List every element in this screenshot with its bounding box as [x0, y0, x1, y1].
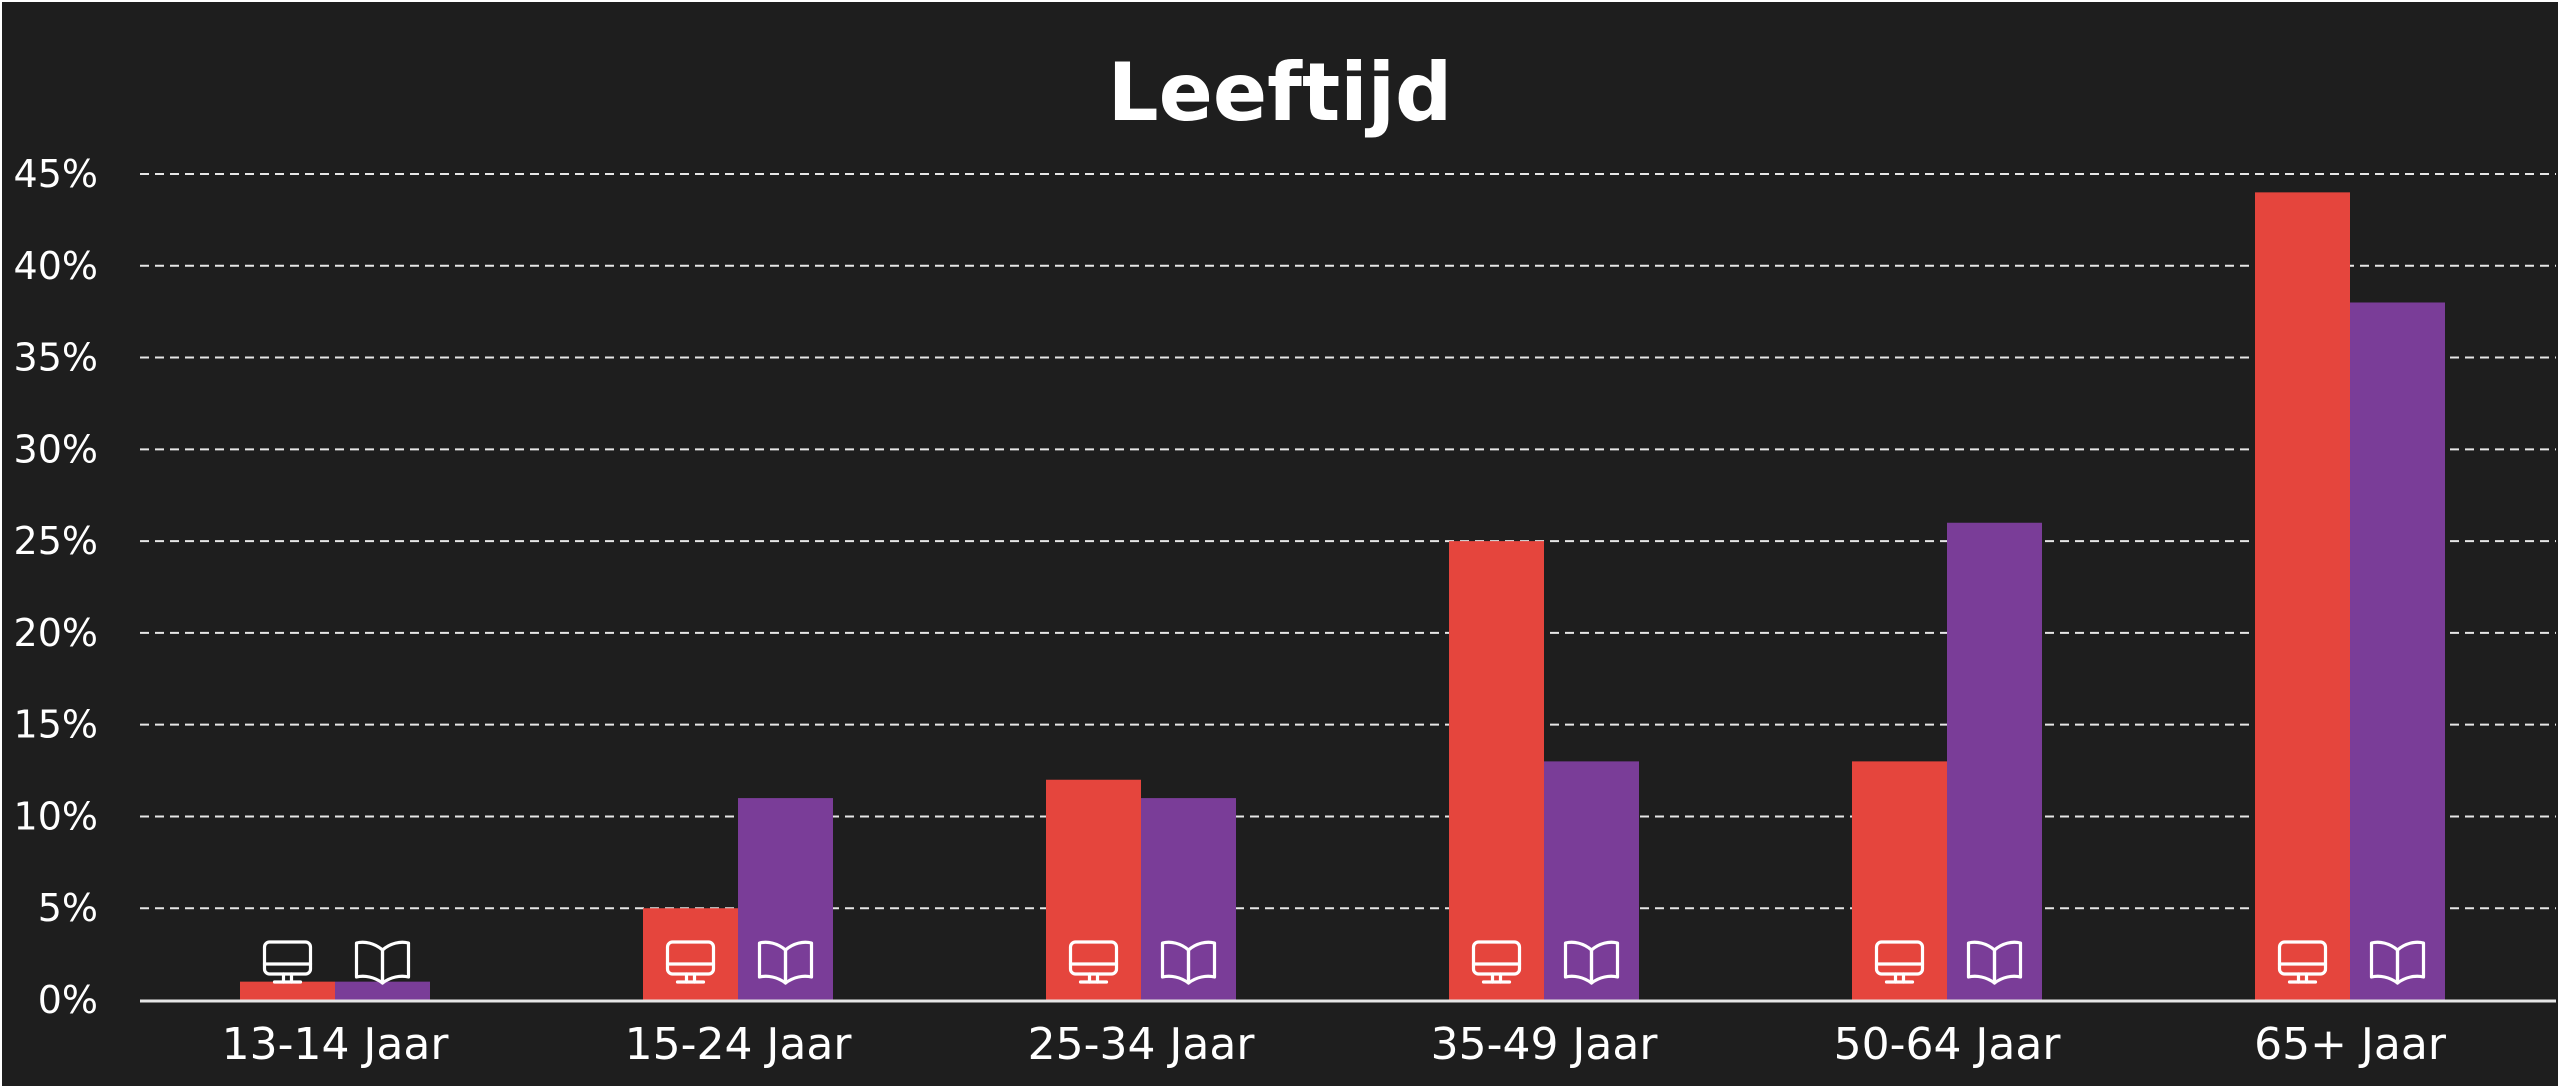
open-book-icon [1966, 940, 2023, 985]
bar-series1 [240, 981, 335, 1000]
bar-series2 [2350, 302, 2445, 1000]
y-tick-label: 45% [14, 152, 98, 196]
y-axis-tick-labels: 0% 5% 10% 15% 20% 25% 30% 35% 40% 45% [14, 152, 98, 1022]
bars [240, 192, 2445, 1000]
monitor-icon [1874, 940, 1925, 984]
monitor-icon [1068, 940, 1119, 984]
y-tick-label: 30% [14, 427, 98, 471]
monitor-icon [1471, 940, 1522, 984]
gridlines [140, 173, 2556, 910]
y-tick-label: 10% [14, 794, 98, 838]
open-book-icon [354, 940, 411, 985]
bar-series1 [2255, 192, 2350, 1000]
y-tick-label: 5% [38, 886, 98, 930]
x-category-label: 35-49 Jaar [1431, 1019, 1659, 1070]
x-axis-category-labels: 13-14 Jaar 15-24 Jaar 25-34 Jaar 35-49 Jaar… [222, 1019, 2447, 1070]
monitor-icon [262, 940, 313, 984]
bar-series1 [1046, 779, 1141, 1000]
open-book-icon [757, 940, 814, 985]
monitor-icon [665, 940, 716, 984]
y-tick-label: 40% [14, 244, 98, 288]
x-category-label: 50-64 Jaar [1834, 1019, 2062, 1070]
monitor-icon [2277, 940, 2328, 984]
x-category-label: 65+ Jaar [2254, 1019, 2447, 1070]
y-tick-label: 20% [14, 611, 98, 655]
x-category-label: 25-34 Jaar [1028, 1019, 1256, 1070]
y-tick-label: 15% [14, 703, 98, 747]
chart-title: Leeftijd [1108, 46, 1453, 139]
open-book-icon [2369, 940, 2426, 985]
y-tick-label: 25% [14, 519, 98, 563]
bar-series1 [643, 908, 738, 1000]
bar-series2 [1947, 522, 2042, 1000]
open-book-icon [1563, 940, 1620, 985]
bar-series1 [1449, 541, 1544, 1000]
y-tick-label: 0% [38, 978, 98, 1022]
bar-series1 [1852, 761, 1947, 1000]
bar-icons [262, 940, 2426, 985]
open-book-icon [1160, 940, 1217, 985]
x-category-label: 13-14 Jaar [222, 1019, 450, 1070]
y-tick-label: 35% [14, 336, 98, 380]
x-category-label: 15-24 Jaar [625, 1019, 853, 1070]
bar-series2 [335, 981, 430, 1000]
